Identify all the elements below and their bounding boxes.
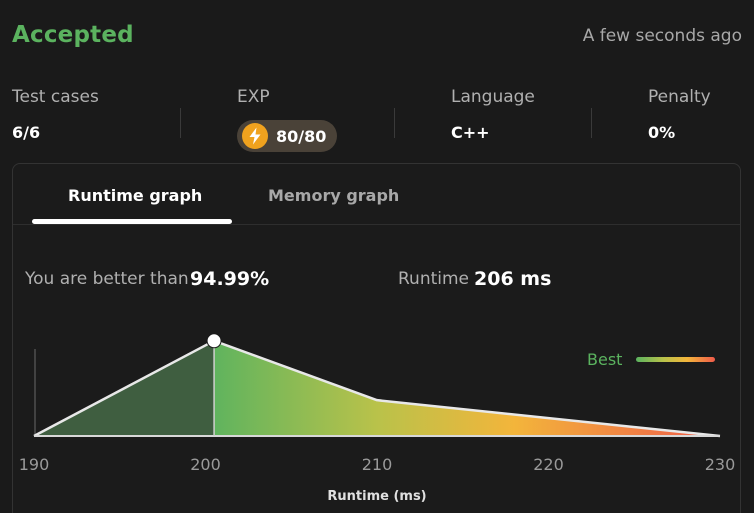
lightning-bolt-icon [242, 123, 268, 149]
submission-status: Accepted [12, 22, 134, 48]
test-cases-label: Test cases [12, 87, 99, 107]
legend-gradient-bar [636, 357, 715, 362]
x-tick-label: 230 [705, 455, 736, 474]
graph-card: Runtime graph Memory graph You are bette… [12, 163, 741, 513]
x-tick-label: 220 [533, 455, 564, 474]
language-value: C++ [451, 123, 490, 142]
language-label: Language [451, 87, 535, 107]
active-tab-indicator [32, 219, 232, 224]
runtime-distribution-chart[interactable]: 190 200 210 220 230 Runtime (ms) [13, 164, 740, 513]
x-tick-label: 210 [362, 455, 393, 474]
your-runtime-marker[interactable] [206, 333, 222, 349]
legend-best-label: Best [587, 350, 623, 369]
tab-runtime-graph[interactable]: Runtime graph [68, 186, 203, 205]
penalty-value: 0% [648, 123, 676, 142]
penalty-label: Penalty [648, 87, 711, 107]
x-axis-label: Runtime (ms) [327, 489, 426, 504]
better-than-label: You are better than [25, 269, 189, 289]
stat-divider [394, 108, 395, 138]
x-tick-label: 200 [190, 455, 221, 474]
runtime-value: 206 ms [474, 268, 552, 290]
submission-timestamp: A few seconds ago [582, 26, 742, 46]
better-than-value: 94.99% [190, 268, 270, 290]
x-tick-label: 190 [19, 455, 50, 474]
distribution-outline [33, 339, 721, 438]
tabs-divider [13, 224, 740, 225]
tab-memory-graph[interactable]: Memory graph [268, 186, 400, 205]
beaten-range-area [34, 340, 215, 436]
stat-divider [591, 108, 592, 138]
exp-value: 80/80 [276, 126, 327, 146]
test-cases-value: 6/6 [12, 123, 41, 142]
runtime-label: Runtime [398, 269, 470, 289]
exp-badge: 80/80 [237, 120, 337, 152]
stat-divider [180, 108, 181, 138]
exp-label: EXP [237, 87, 270, 107]
